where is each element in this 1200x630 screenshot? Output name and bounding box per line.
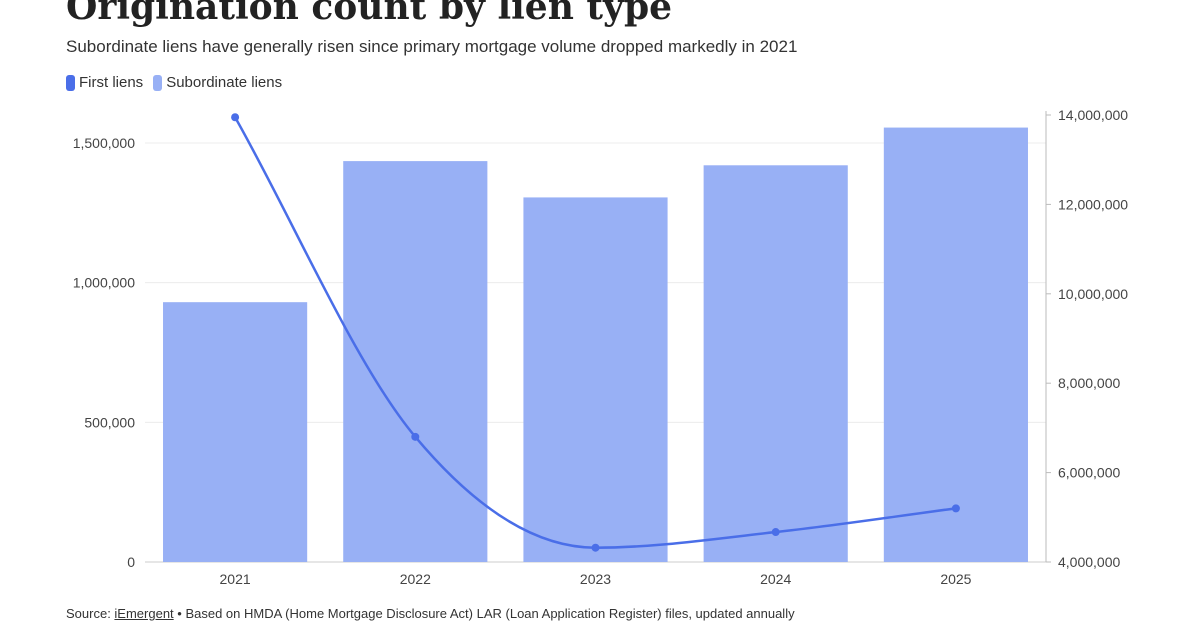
y-right-tick-label: 4,000,000 — [1058, 554, 1120, 570]
point-first-liens — [411, 432, 420, 441]
x-tick-label: 2024 — [760, 571, 791, 587]
y-left-tick-label: 0 — [127, 554, 135, 570]
y-right-tick-label: 10,000,000 — [1058, 286, 1128, 302]
source-link[interactable]: iEmergent — [114, 606, 174, 621]
y-right-tick-label: 8,000,000 — [1058, 375, 1120, 391]
y-right-tick-label: 12,000,000 — [1058, 196, 1128, 212]
bar-subordinate-liens — [163, 302, 308, 562]
legend-swatch-first-liens — [66, 74, 75, 91]
legend-item-first-liens[interactable]: First liens — [66, 74, 143, 91]
legend-label-first-liens: First liens — [79, 74, 144, 91]
x-tick-label: 2023 — [580, 571, 611, 587]
point-first-liens — [231, 113, 240, 122]
point-first-liens — [951, 504, 960, 513]
y-left-tick-label: 1,500,000 — [73, 135, 135, 151]
point-first-liens — [591, 543, 600, 552]
chart-subtitle: Subordinate liens have generally risen s… — [66, 37, 798, 56]
y-left-tick-label: 1,000,000 — [73, 275, 135, 291]
x-tick-label: 2021 — [220, 571, 251, 587]
bar-subordinate-liens — [523, 197, 668, 562]
line-first-liens — [234, 116, 957, 549]
y-right-tick-label: 6,000,000 — [1058, 465, 1120, 481]
point-first-liens — [771, 528, 780, 537]
x-tick-label: 2025 — [940, 571, 971, 587]
source-description: • Based on HMDA (Home Mortgage Disclosur… — [173, 606, 795, 621]
y-right-tick-label: 14,000,000 — [1058, 107, 1128, 123]
x-tick-label: 2022 — [400, 571, 431, 587]
legend: First liens Subordinate liens — [66, 74, 282, 91]
source-note: Source: iEmergent • Based on HMDA (Home … — [66, 606, 795, 621]
legend-swatch-subordinate-liens — [153, 74, 163, 91]
y-left-tick-label: 500,000 — [84, 414, 135, 430]
legend-item-subordinate-liens[interactable]: Subordinate liens — [153, 74, 282, 91]
bar-subordinate-liens — [883, 127, 1028, 563]
bar-subordinate-liens — [703, 165, 848, 562]
legend-label-subordinate-liens: Subordinate liens — [166, 74, 283, 91]
bar-subordinate-liens — [343, 161, 488, 563]
chart-plot: 0 500,000 1,000,000 1,500,000 4,000,000 6,000… — [73, 107, 1129, 587]
source-prefix: Source: — [66, 606, 115, 621]
chart-title: Origination count by lien type — [66, 0, 673, 28]
